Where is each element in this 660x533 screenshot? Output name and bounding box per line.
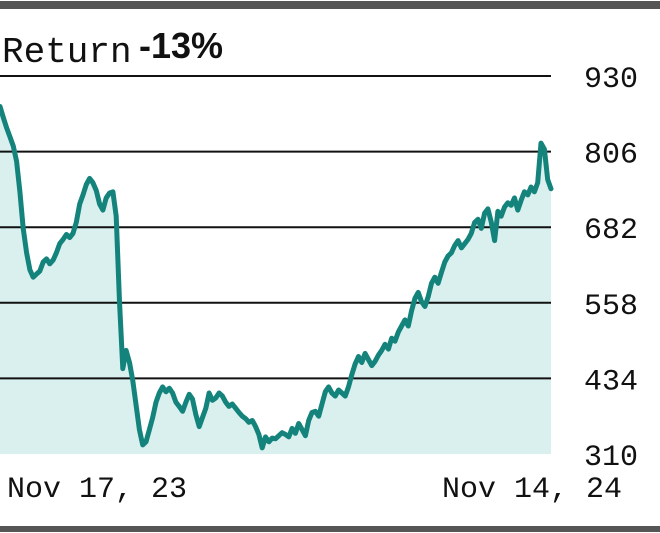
y-tick-label-310: 310	[584, 441, 638, 475]
x-start-label: Nov 17, 23	[7, 473, 187, 507]
y-tick-label-930: 930	[584, 63, 638, 97]
y-axis-ticks: 930 806 682 558 434 310	[584, 63, 638, 475]
y-tick-label-682: 682	[584, 214, 638, 248]
return-value: -13%	[139, 25, 223, 66]
y-tick-label-434: 434	[584, 365, 638, 399]
y-tick-label-806: 806	[584, 139, 638, 173]
x-end-label: Nov 14, 24	[442, 473, 622, 507]
gridlines	[0, 75, 551, 380]
y-tick-label-558: 558	[584, 290, 638, 324]
area-fill	[0, 106, 551, 454]
return-label: Return	[2, 32, 132, 73]
series-line	[0, 104, 554, 451]
